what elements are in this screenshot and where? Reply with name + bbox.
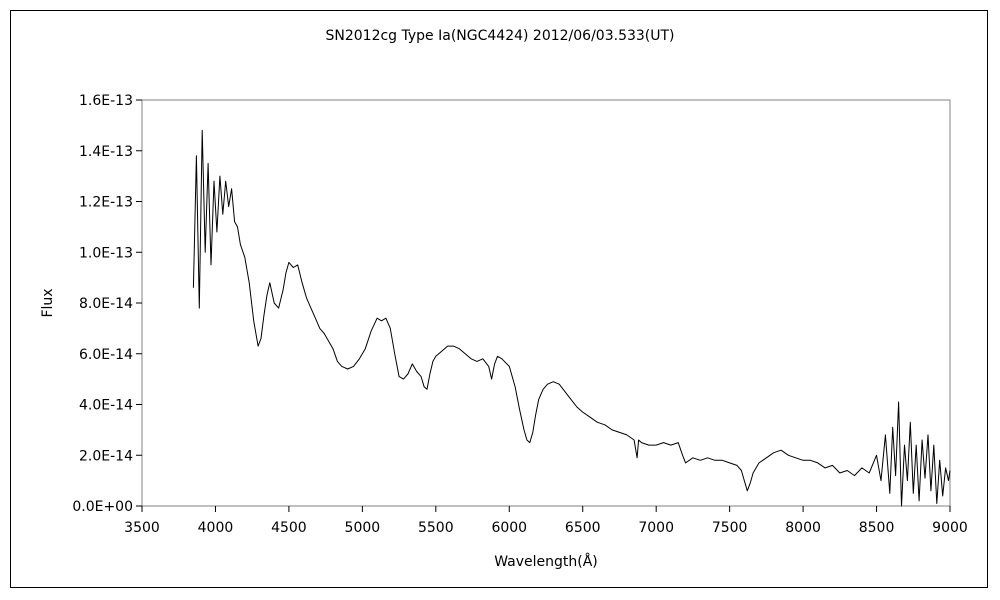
y-tick-label: 1.2E-13 [79,195,133,211]
x-axis-label: Wavelength(Å) [494,553,598,570]
y-tick-label: 1.4E-13 [79,144,133,160]
x-tick-label: 6500 [565,520,601,536]
x-tick-label: 6000 [491,520,527,536]
y-tick-label: 6.0E-14 [79,347,133,363]
spectrum-line [192,129,951,507]
series-layer [192,129,951,507]
y-tick-label: 0.0E+00 [72,499,133,515]
y-axis-label: Flux [40,288,56,317]
chart-frame [10,10,988,588]
chart-title: SN2012cg Type Ia(NGC4424) 2012/06/03.533… [325,28,674,44]
x-tick-label: 5000 [345,520,381,536]
x-tick-label: 4000 [198,520,234,536]
y-axis: 0.0E+00 2.0E-14 4.0E-14 6.0E-14 8.0E-14 1.0E-… [72,93,142,515]
plot-area [141,99,951,507]
y-tick-label: 1.0E-13 [79,245,133,261]
y-tick-label: 4.0E-14 [79,398,133,414]
x-tick-label: 4500 [271,520,307,536]
x-tick-label: 8500 [859,520,895,536]
y-tick-label: 1.6E-13 [79,93,133,109]
x-tick-label: 5500 [418,520,454,536]
x-tick-label: 9000 [932,520,968,536]
x-tick-label: 7000 [638,520,674,536]
y-tick-label: 8.0E-14 [79,296,133,312]
x-axis: 3500 4000 4500 5000 5500 6000 6500 7000 7500 8000… [124,506,968,536]
x-tick-label: 8000 [785,520,821,536]
x-tick-label: 3500 [124,520,160,536]
y-tick-label: 2.0E-14 [79,448,133,464]
x-tick-label: 7500 [712,520,748,536]
